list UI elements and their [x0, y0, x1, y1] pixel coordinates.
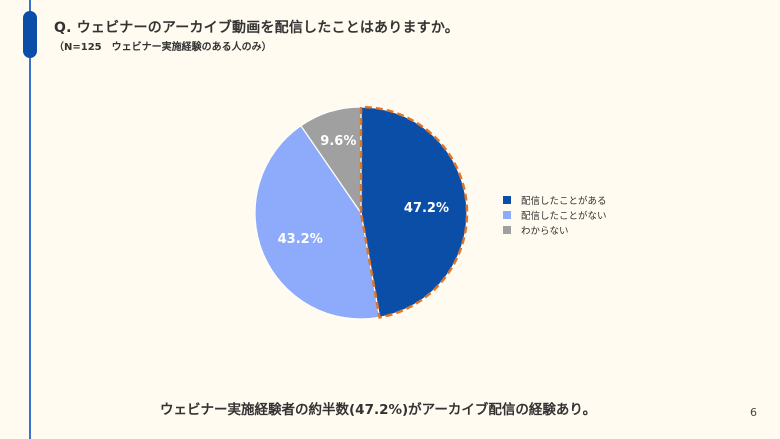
- pie-slices: [254, 105, 469, 320]
- legend-item-not-delivered: 配信したことがない: [503, 207, 607, 222]
- highlight-outline: [359, 105, 469, 319]
- legend-swatch: [503, 195, 511, 204]
- page-title: Q. ウェビナーのアーカイブ動画を配信したことはありますか。: [54, 20, 459, 36]
- pie-labels: 47.2% 43.2% 9.6%: [278, 134, 449, 247]
- legend-swatch: [503, 210, 511, 219]
- page-subtitle: （N=125 ウェビナー実施経験のある人のみ）: [54, 42, 272, 53]
- legend-label: わからない: [521, 225, 569, 237]
- legend-label: 配信したことがある: [521, 195, 607, 207]
- slice-value-label: 9.6%: [320, 134, 356, 149]
- title-accent-bar: [23, 11, 37, 58]
- legend-label: 配信したことがない: [521, 210, 607, 222]
- legend-swatch: [503, 225, 511, 234]
- legend-item-delivered: 配信したことがある: [503, 192, 607, 207]
- left-accent-line: [29, 0, 31, 439]
- slice-value-label: 47.2%: [404, 201, 449, 216]
- slice-not-delivered: [254, 124, 381, 320]
- conclusion-text: ウェビナー実施経験者の約半数(47.2%)がアーカイブ配信の経験あり。: [160, 402, 597, 418]
- slice-value-label: 43.2%: [278, 232, 323, 247]
- legend-item-unknown: わからない: [503, 222, 607, 237]
- page-number: 6: [750, 406, 757, 419]
- chart-legend: 配信したことがある 配信したことがない わからない: [503, 192, 607, 237]
